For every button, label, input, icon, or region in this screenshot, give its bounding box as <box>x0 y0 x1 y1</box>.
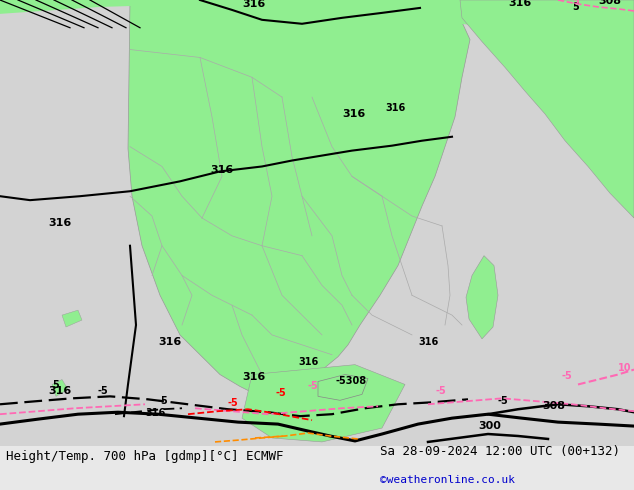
Text: -5: -5 <box>275 389 286 398</box>
Text: 316: 316 <box>145 408 165 418</box>
Text: -5: -5 <box>435 387 446 396</box>
Text: 316: 316 <box>210 166 233 175</box>
Text: -5: -5 <box>498 396 508 406</box>
Text: 316: 316 <box>48 218 71 228</box>
Text: 316: 316 <box>242 0 265 9</box>
Polygon shape <box>466 256 498 339</box>
Text: 316: 316 <box>418 337 438 347</box>
Text: -5: -5 <box>228 398 239 408</box>
Text: -5: -5 <box>98 387 109 396</box>
Text: 5: 5 <box>572 0 579 6</box>
Text: 300: 300 <box>478 421 501 431</box>
Text: 316: 316 <box>158 337 181 347</box>
Text: Sa 28-09-2024 12:00 UTC (00+132): Sa 28-09-2024 12:00 UTC (00+132) <box>380 445 621 458</box>
Polygon shape <box>318 374 368 400</box>
Text: 308: 308 <box>598 0 621 6</box>
Polygon shape <box>242 365 405 442</box>
Polygon shape <box>52 380 68 396</box>
Text: Height/Temp. 700 hPa [gdmp][°C] ECMWF: Height/Temp. 700 hPa [gdmp][°C] ECMWF <box>6 450 284 463</box>
Text: 316: 316 <box>48 387 71 396</box>
Text: ©weatheronline.co.uk: ©weatheronline.co.uk <box>380 475 515 485</box>
Polygon shape <box>460 0 634 218</box>
Polygon shape <box>62 310 82 327</box>
Text: -5: -5 <box>562 370 573 381</box>
Text: 316: 316 <box>385 103 405 113</box>
Text: 308: 308 <box>542 401 565 411</box>
Text: 10: 10 <box>618 363 631 372</box>
Bar <box>0 446 634 486</box>
Text: 316: 316 <box>242 371 265 382</box>
Text: 5: 5 <box>572 2 579 12</box>
Text: -5: -5 <box>308 381 319 392</box>
Text: -5308: -5308 <box>335 376 366 387</box>
Text: 316: 316 <box>298 357 318 367</box>
Text: 316: 316 <box>508 0 531 8</box>
Text: 5: 5 <box>52 380 59 391</box>
Polygon shape <box>0 0 634 45</box>
Text: -5: -5 <box>158 396 169 406</box>
Text: 316: 316 <box>342 109 365 119</box>
Polygon shape <box>128 0 470 396</box>
